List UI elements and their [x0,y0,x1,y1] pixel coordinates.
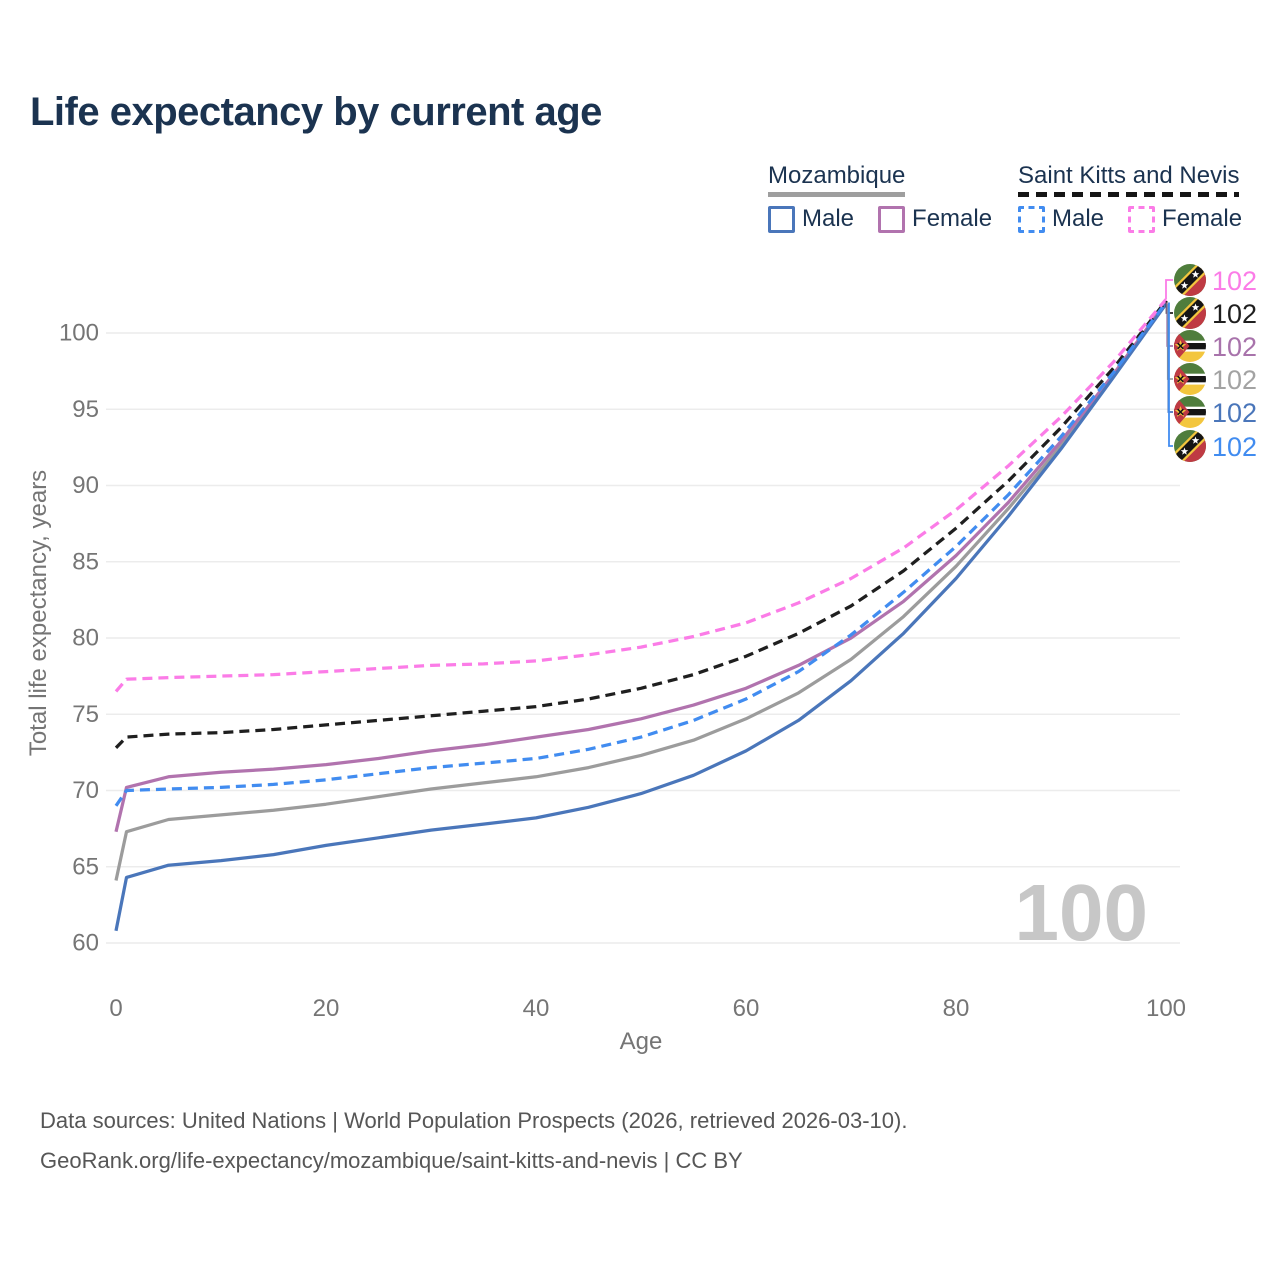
end-label-connector [1168,302,1173,447]
footer-attribution: GeoRank.org/life-expectancy/mozambique/s… [40,1148,743,1173]
flag-icon-saint-kitts-and-nevis [1174,430,1206,462]
end-label-kn-1 [1174,297,1206,329]
end-label-value: 102 [1212,365,1257,395]
legend-underline-solid [768,192,906,197]
y-tick-label: 60 [72,930,99,957]
end-label-value: 102 [1212,332,1257,362]
series-line-saint-kitts-and-nevis-male [114,301,1168,807]
page-title: Life expectancy by current age [30,90,602,134]
legend-item-saint-kitts-and-nevis-male[interactable]: Male [1018,205,1104,233]
series-line-mozambique-male [114,303,1168,932]
x-tick-label: 80 [943,995,970,1022]
legend-swatch-saint-kitts-and-nevis-female [1128,205,1156,233]
end-label-kn-0 [1174,264,1206,296]
x-tick-label: 100 [1146,995,1186,1022]
age-watermark: 100 [1015,868,1148,957]
x-tick-label: 20 [313,995,340,1022]
legend-group-mozambique: Mozambique Male Female [768,162,992,233]
series-line-saint-kitts-and-nevis-female [114,298,1168,693]
y-tick-label: 100 [59,320,99,347]
x-tick-label: 40 [523,995,550,1022]
x-tick-label: 60 [733,995,760,1022]
gridlines: 60 65 70 75 80 85 90 95 100 0 20 40 60 80 100 Age Total … [25,320,1186,1056]
end-label-connector [1165,279,1173,300]
y-tick-label: 75 [72,701,99,728]
x-axis-title: Age [620,1028,663,1055]
flag-icon-saint-kitts-and-nevis [1174,297,1206,329]
flag-icon-mozambique [1174,396,1206,428]
legend-item-saint-kitts-and-nevis-female[interactable]: Female [1128,205,1242,233]
legend-swatch-mozambique-male [768,205,795,233]
y-tick-label: 65 [72,853,99,880]
series-line-saint-kitts-and-nevis-both [114,299,1168,749]
life-expectancy-chart: 60 65 70 75 80 85 90 95 100 0 20 40 60 80 100 Age Total … [25,264,1257,1056]
legend-country-label: Mozambique [768,162,906,189]
legend-country-mozambique[interactable]: Mozambique [768,162,906,197]
y-tick-label: 70 [72,777,99,804]
legend-item-label: Female [912,205,993,232]
legend-item-label: Female [1162,205,1243,232]
y-axis-title: Total life expectancy, years [25,470,52,756]
y-tick-label: 95 [72,396,99,423]
flag-icon-mozambique [1174,363,1206,395]
end-label-value: 102 [1212,398,1257,428]
end-label-kn-5 [1174,430,1206,462]
legend-country-label: Saint Kitts and Nevis [1018,162,1240,189]
flag-icon-mozambique [1174,330,1206,362]
legend-swatch-mozambique-female [878,205,906,233]
flag-icon-saint-kitts-and-nevis [1174,264,1206,296]
series-line-mozambique-female [114,301,1168,833]
legend-group-saint-kitts-and-nevis: Saint Kitts and Nevis Male Female [1018,162,1242,233]
legend-underline-dashed [1018,192,1240,197]
end-label-mz-4 [1174,396,1206,428]
end-label-value: 102 [1212,432,1257,462]
end-label-mz-3 [1174,363,1206,395]
footer-data-sources: Data sources: United Nations | World Pop… [40,1108,908,1133]
y-tick-label: 85 [72,548,99,575]
x-tick-label: 0 [109,995,122,1022]
y-tick-label: 90 [72,472,99,499]
legend-item-label: Male [802,205,855,232]
legend-item-label: Male [1052,205,1105,232]
end-label-value: 102 [1212,299,1257,329]
legend-country-saint-kitts-and-nevis[interactable]: Saint Kitts and Nevis [1018,162,1240,197]
end-label-value: 102 [1212,266,1257,296]
y-tick-label: 80 [72,625,99,652]
series-line-mozambique-both [114,301,1168,881]
legend-item-mozambique-male[interactable]: Male [768,205,854,233]
end-label-mz-2 [1174,330,1206,362]
legend-item-mozambique-female[interactable]: Female [878,205,992,233]
legend-swatch-saint-kitts-and-nevis-male [1018,205,1045,233]
